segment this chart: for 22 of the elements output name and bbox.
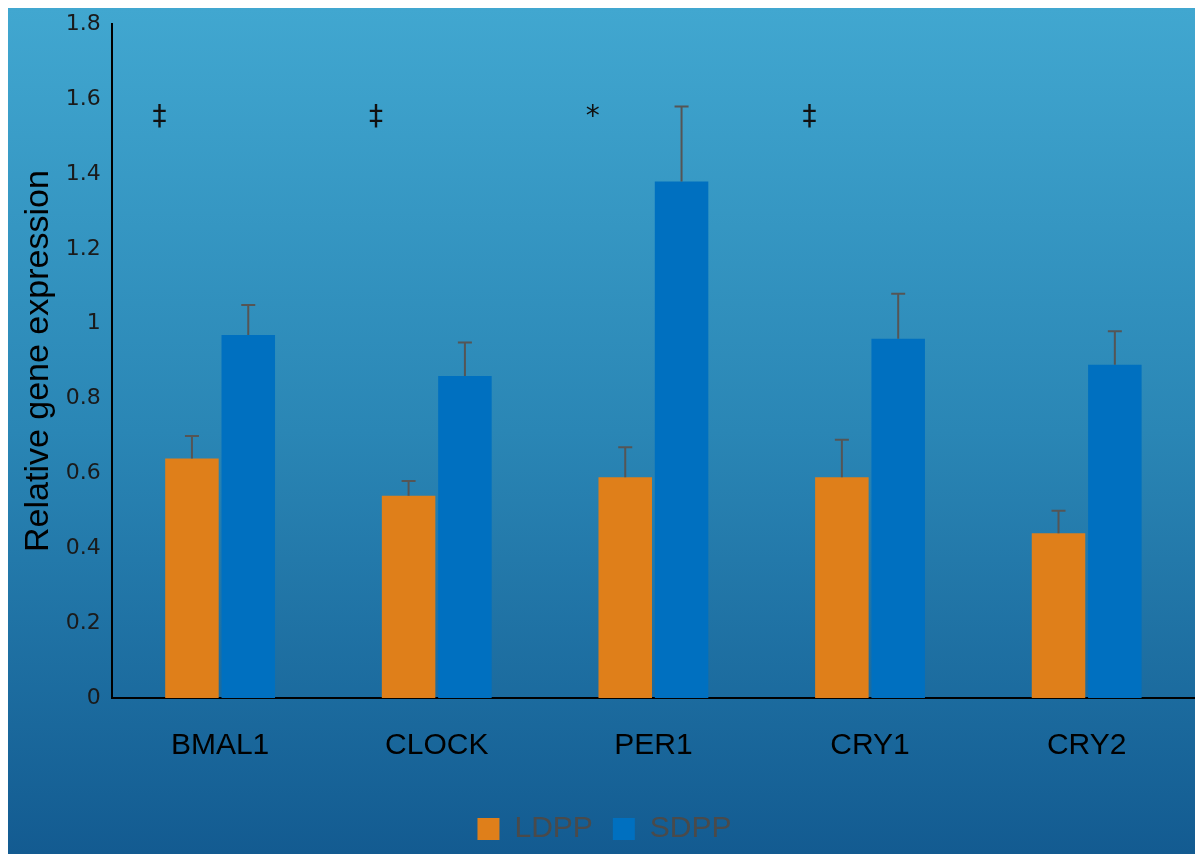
annotation: ‡	[369, 99, 384, 133]
y-tick-label: 1.2	[65, 234, 101, 260]
annotation: *	[585, 99, 600, 133]
y-tick-label: 1	[86, 309, 101, 335]
legend-label: LDPP	[514, 810, 593, 844]
x-tick-label: BMAL1	[170, 727, 270, 761]
y-tick-label: 0.4	[65, 533, 101, 559]
y-tick-label: 1.4	[65, 159, 101, 185]
y-tick-label: 1.8	[65, 9, 101, 35]
y-tick-label: 0.6	[65, 459, 101, 485]
legend-label: SDPP	[649, 810, 732, 844]
x-tick-label: CLOCK	[385, 727, 489, 761]
annotation: ‡	[802, 99, 817, 133]
y-tick-label: 0.2	[65, 608, 101, 634]
x-tick-label: CRY1	[830, 727, 910, 761]
y-axis-title: Relative gene expression	[16, 170, 55, 552]
y-tick-label: 1.6	[65, 84, 101, 110]
y-tick-label: 0.8	[65, 384, 101, 410]
x-tick-label: PER1	[614, 727, 693, 761]
annotation: ‡	[152, 99, 167, 133]
x-tick-label: CRY2	[1046, 727, 1127, 761]
y-tick-label: 0	[86, 683, 101, 709]
